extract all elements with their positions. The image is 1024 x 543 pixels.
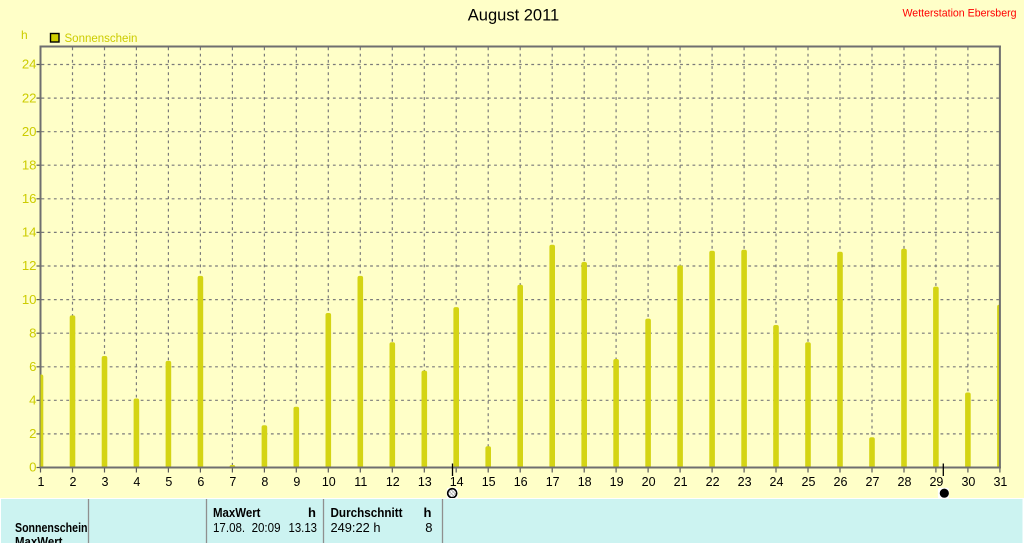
svg-text:14: 14: [22, 225, 37, 240]
svg-text:249:22 h: 249:22 h: [331, 520, 381, 535]
svg-text:17.08. 20:09: 17.08. 20:09: [213, 520, 281, 535]
svg-text:29: 29: [929, 475, 943, 489]
svg-text:13.13: 13.13: [289, 520, 318, 535]
svg-text:MaxWert: MaxWert: [213, 505, 261, 520]
svg-text:h: h: [424, 505, 432, 520]
svg-text:24: 24: [22, 57, 37, 72]
svg-text:28: 28: [898, 475, 912, 489]
svg-text:3: 3: [102, 475, 109, 489]
svg-text:13: 13: [418, 475, 432, 489]
svg-text:6: 6: [29, 359, 36, 374]
svg-text:19: 19: [610, 475, 624, 489]
svg-text:18: 18: [22, 157, 37, 172]
svg-text:2: 2: [70, 475, 77, 489]
svg-text:22: 22: [22, 90, 37, 105]
svg-text:Sonnenschein: Sonnenschein: [65, 33, 138, 45]
svg-text:20: 20: [22, 124, 37, 139]
svg-text:8: 8: [29, 325, 36, 340]
svg-text:5: 5: [165, 475, 172, 489]
svg-text:12: 12: [386, 475, 400, 489]
svg-text:1: 1: [38, 475, 45, 489]
svg-text:7: 7: [229, 475, 236, 489]
svg-text:2: 2: [29, 426, 36, 441]
svg-text:4: 4: [29, 393, 36, 408]
svg-text:16: 16: [22, 191, 37, 206]
svg-text:8: 8: [261, 475, 268, 489]
svg-text:h: h: [308, 505, 316, 520]
svg-text:11: 11: [354, 475, 367, 489]
svg-text:31: 31: [993, 475, 1007, 489]
svg-text:16: 16: [514, 475, 528, 489]
svg-text:30: 30: [961, 475, 975, 489]
svg-text:22: 22: [706, 475, 720, 489]
svg-text:25: 25: [802, 475, 816, 489]
svg-text:6: 6: [197, 475, 204, 489]
svg-text:10: 10: [22, 292, 37, 307]
svg-text:Sonnenschein: Sonnenschein: [15, 520, 88, 535]
svg-text:14: 14: [450, 475, 464, 489]
svg-text:10: 10: [322, 475, 336, 489]
svg-text:24: 24: [770, 475, 784, 489]
svg-text:Wetterstation Ebersberg: Wetterstation Ebersberg: [903, 8, 1017, 20]
svg-text:15: 15: [482, 475, 496, 489]
svg-text:21: 21: [674, 475, 688, 489]
svg-text:17: 17: [546, 475, 560, 489]
svg-text:27: 27: [866, 475, 880, 489]
svg-text:8: 8: [425, 520, 432, 535]
svg-text:August 2011: August 2011: [468, 7, 559, 25]
svg-text:20: 20: [642, 475, 656, 489]
svg-text:9: 9: [293, 475, 300, 489]
svg-text:h: h: [21, 28, 28, 42]
svg-text:18: 18: [578, 475, 592, 489]
svg-text:MaxWert: MaxWert: [15, 534, 63, 543]
svg-text:Durchschnitt: Durchschnitt: [331, 505, 404, 520]
svg-text:26: 26: [834, 475, 848, 489]
svg-text:0: 0: [29, 460, 36, 475]
svg-text:23: 23: [738, 475, 752, 489]
svg-text:12: 12: [22, 258, 37, 273]
svg-text:4: 4: [133, 475, 140, 489]
